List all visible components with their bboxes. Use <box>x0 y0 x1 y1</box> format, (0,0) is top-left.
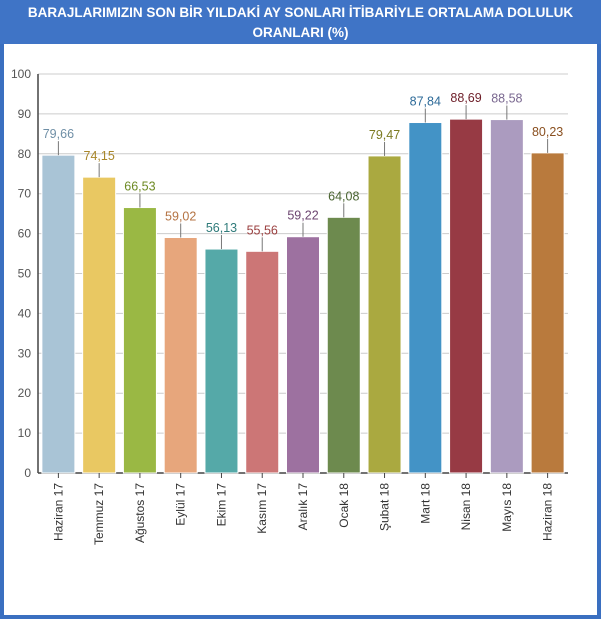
y-tick-label: 80 <box>18 147 32 161</box>
value-label: 79,47 <box>369 128 400 142</box>
x-category-label: Temmuz 17 <box>92 483 106 545</box>
bar[interactable] <box>163 237 198 474</box>
value-label: 59,22 <box>287 209 318 223</box>
y-tick-label: 100 <box>11 67 31 81</box>
value-label: 79,66 <box>43 127 74 141</box>
chart-title-line-1: BARAJLARIMIZIN SON BİR YILDAKİ AY SONLAR… <box>27 5 574 20</box>
bar[interactable] <box>245 250 280 474</box>
bar[interactable] <box>408 122 443 474</box>
y-tick-label: 10 <box>18 426 32 440</box>
value-label: 56,13 <box>206 221 237 235</box>
bar[interactable] <box>41 154 76 474</box>
x-category-label: Nisan 18 <box>459 483 473 531</box>
x-category-label: Ocak 18 <box>337 483 351 528</box>
x-category-label: Ağustos 17 <box>133 483 147 543</box>
bar[interactable] <box>326 216 361 474</box>
y-tick-label: 50 <box>18 267 32 281</box>
y-tick-label: 60 <box>18 227 32 241</box>
bar[interactable] <box>449 118 484 474</box>
value-label: 88,69 <box>450 91 481 105</box>
y-tick-label: 20 <box>18 386 32 400</box>
value-label: 64,08 <box>328 189 359 203</box>
x-category-label: Ekim 17 <box>214 483 228 527</box>
bar[interactable] <box>122 207 157 474</box>
x-category-label: Eylül 17 <box>174 483 188 526</box>
x-category-label: Mayıs 18 <box>500 483 514 532</box>
bar[interactable] <box>530 152 565 474</box>
y-tick-label: 70 <box>18 187 32 201</box>
bar[interactable] <box>204 248 239 474</box>
value-label: 80,23 <box>532 125 563 139</box>
bar[interactable] <box>286 236 320 474</box>
y-tick-label: 90 <box>18 107 32 121</box>
bar[interactable] <box>489 119 524 474</box>
y-tick-label: 30 <box>18 346 32 360</box>
value-label: 59,02 <box>165 210 196 224</box>
value-label: 88,58 <box>491 92 522 106</box>
x-category-label: Haziran 17 <box>51 483 65 541</box>
chart-title-line-2: ORANLARI (%) <box>252 25 349 40</box>
x-category-label: Haziran 18 <box>541 483 555 541</box>
x-category-label: Kasım 17 <box>255 483 269 534</box>
x-category-label: Aralık 17 <box>296 483 310 531</box>
y-tick-label: 40 <box>18 306 32 320</box>
bar[interactable] <box>82 176 117 474</box>
chart-title: BARAJLARIMIZIN SON BİR YILDAKİ AY SONLAR… <box>0 0 601 44</box>
value-label: 66,53 <box>124 180 155 194</box>
value-label: 55,56 <box>247 223 278 237</box>
bar[interactable] <box>367 155 402 474</box>
x-category-label: Mart 18 <box>418 483 432 524</box>
y-tick-label: 0 <box>24 466 31 480</box>
value-label: 74,15 <box>84 149 115 163</box>
x-category-label: Şubat 18 <box>378 483 392 531</box>
value-label: 87,84 <box>410 95 441 109</box>
bar-chart: 0 10 20 30 40 50 60 70 80 90 100 79,66 Haziran 17 74,… <box>11 67 568 545</box>
